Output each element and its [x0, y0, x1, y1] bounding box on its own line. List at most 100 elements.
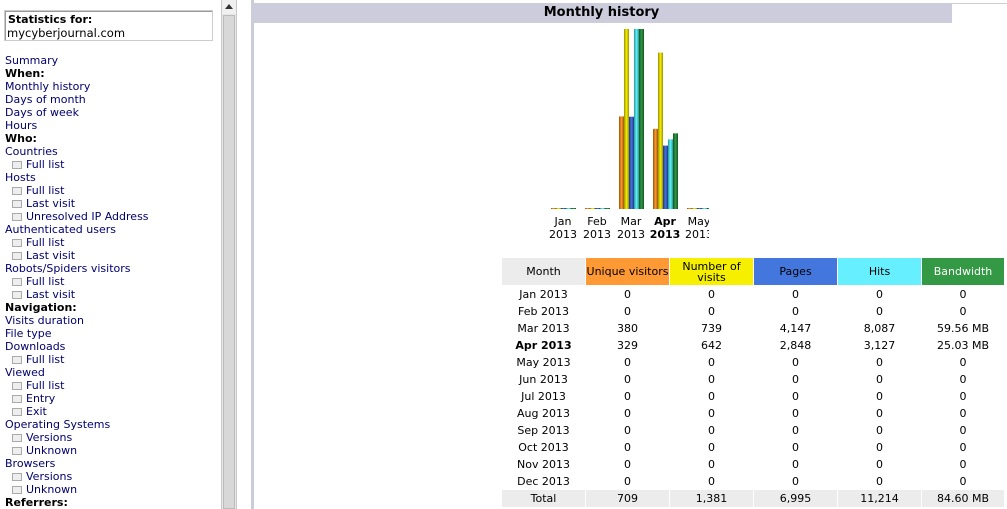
page-title: Monthly history: [251, 3, 952, 23]
stats-for-box: Statistics for: mycyberjournal.com: [4, 10, 213, 41]
menu-item-label: Full list: [26, 353, 65, 366]
menu-item-label: Unknown: [26, 444, 78, 457]
cell-number-of-visits: 0: [708, 305, 715, 318]
cell-hits: 0: [876, 288, 883, 301]
menu-subitem-entry[interactable]: Entry: [5, 392, 219, 405]
menu-subitem-versions[interactable]: Versions: [5, 470, 219, 483]
bar-unique-visitors-feb: [585, 208, 590, 209]
header-pages: Pages: [754, 258, 837, 286]
menu-subitem-full-list[interactable]: Full list: [5, 379, 219, 392]
menu-item-icon: [12, 200, 22, 208]
cell-unique-visitors: 380: [617, 322, 638, 335]
cell-unique-visitors: 709: [586, 490, 669, 507]
menu-subitem-last-visit[interactable]: Last visit: [5, 249, 219, 262]
menu-item-label: Last visit: [26, 288, 76, 301]
menu-item-viewed[interactable]: Viewed: [5, 366, 219, 379]
menu-subitem-full-list[interactable]: Full list: [5, 184, 219, 197]
menu-item-countries[interactable]: Countries: [5, 145, 219, 158]
header-bandwidth: Bandwidth: [922, 258, 1004, 286]
menu-subitem-full-list[interactable]: Full list: [5, 158, 219, 171]
cell-unique-visitors: 329: [617, 339, 638, 352]
menu-item-icon: [12, 447, 22, 455]
table-body: Jan 2013 0 0 0 0 0 Feb 2013 0 0 0 0 0 Mar 2013 380 739…: [502, 286, 1004, 507]
bar-bandwidth-jan: [571, 208, 576, 209]
x-tick-month: Mar: [621, 215, 642, 228]
bar-number-of-visits-apr: [658, 52, 663, 209]
menu-item-authenticated-users[interactable]: Authenticated users: [5, 223, 219, 236]
cell-number-of-visits: 0: [708, 458, 715, 471]
cell-month: May 2013: [516, 356, 571, 369]
cell-pages: 2,848: [779, 339, 812, 352]
cell-bandwidth: 0: [959, 407, 967, 420]
menu-item-visits-duration[interactable]: Visits duration: [5, 314, 219, 327]
cell-bandwidth: 0: [959, 390, 967, 403]
menu-item-hours[interactable]: Hours: [5, 119, 219, 132]
table-row: Dec 2013 0 0 0 0 0: [502, 473, 1004, 490]
stats-for-label: Statistics for:: [8, 13, 93, 26]
x-tick-year: 2013: [650, 228, 681, 241]
cell-pages: 0: [792, 390, 799, 403]
cell-number-of-visits: 0: [708, 390, 715, 403]
menu-subitem-unknown[interactable]: Unknown: [5, 444, 219, 457]
bar-bandwidth-mar: [639, 29, 644, 209]
menu-item-label: Full list: [26, 379, 65, 392]
cell-unique-visitors: 0: [624, 373, 631, 386]
table-header-row: Month Unique visitors Number of visits P…: [502, 258, 1004, 286]
bar-bandwidth-may: [707, 208, 709, 209]
cell-hits: 0: [876, 424, 883, 437]
menu-item-robots-spiders-visitors[interactable]: Robots/Spiders visitors: [5, 262, 219, 275]
menu-subitem-full-list[interactable]: Full list: [5, 236, 219, 249]
header-number-of-visits: Number of visits: [670, 258, 753, 286]
cell-bandwidth: 84.60 MB: [922, 490, 1004, 507]
cell-month: Jul 2013: [521, 390, 566, 403]
menu-subitem-last-visit[interactable]: Last visit: [5, 197, 219, 210]
sidebar-scrollbar[interactable]: [221, 0, 237, 509]
menu-subitem-last-visit[interactable]: Last visit: [5, 288, 219, 301]
table-row: Jan 2013 0 0 0 0 0: [502, 286, 1004, 303]
cell-bandwidth: 0: [959, 424, 967, 437]
site-name: mycyberjournal.com: [7, 26, 126, 40]
menu-item-operating-systems[interactable]: Operating Systems: [5, 418, 219, 431]
bar-pages-feb: [595, 208, 600, 209]
cell-number-of-visits: 0: [708, 475, 715, 488]
menu-subitem-full-list[interactable]: Full list: [5, 353, 219, 366]
cell-unique-visitors: 0: [624, 305, 631, 318]
table-total-row: Total 709 1,381 6,995 11,214 84.60 MB: [502, 490, 1004, 507]
menu-item-icon: [12, 473, 22, 481]
cell-number-of-visits: 0: [708, 373, 715, 386]
monthly-history-chart: Jan2013Feb2013Mar2013Apr2013May2013Jun20…: [297, 28, 709, 248]
frame-gap: [237, 0, 251, 509]
menu-subitem-versions[interactable]: Versions: [5, 431, 219, 444]
cell-hits: 0: [876, 458, 883, 471]
menu-item-monthly-history[interactable]: Monthly history: [5, 80, 219, 93]
menu-item-summary[interactable]: Summary: [5, 54, 219, 67]
chart-svg: Jan2013Feb2013Mar2013Apr2013May2013Jun20…: [549, 29, 709, 241]
menu-subitem-full-list[interactable]: Full list: [5, 275, 219, 288]
scroll-up-arrow-icon[interactable]: [222, 0, 236, 14]
cell-bandwidth: 0: [959, 475, 967, 488]
cell-unique-visitors: 0: [624, 424, 631, 437]
title-bar-line: [952, 3, 1007, 4]
menu-subitem-unresolved-ip-address[interactable]: Unresolved IP Address: [5, 210, 219, 223]
header-hits: Hits: [838, 258, 921, 286]
menu-item-label: Entry: [26, 392, 56, 405]
menu-subitem-exit[interactable]: Exit: [5, 405, 219, 418]
menu-item-days-of-week[interactable]: Days of week: [5, 106, 219, 119]
cell-bandwidth: 0: [959, 356, 967, 369]
bar-pages-may: [697, 208, 702, 209]
cell-hits: 11,214: [838, 490, 921, 507]
x-tick-month: May: [688, 215, 709, 228]
menu-item-days-of-month[interactable]: Days of month: [5, 93, 219, 106]
table-row: Oct 2013 0 0 0 0 0: [502, 439, 1004, 456]
menu-item-hosts[interactable]: Hosts: [5, 171, 219, 184]
menu-item-file-type[interactable]: File type: [5, 327, 219, 340]
menu-item-browsers[interactable]: Browsers: [5, 457, 219, 470]
scroll-thumb[interactable]: [223, 15, 235, 509]
menu-item-downloads[interactable]: Downloads: [5, 340, 219, 353]
menu-subitem-unknown[interactable]: Unknown: [5, 483, 219, 496]
bar-hits-mar: [634, 29, 639, 209]
sidebar: Statistics for: mycyberjournal.com Summa…: [0, 0, 221, 509]
cell-month: Nov 2013: [517, 458, 570, 471]
bar-bandwidth-feb: [605, 208, 610, 209]
menu-item-label: Last visit: [26, 197, 76, 210]
